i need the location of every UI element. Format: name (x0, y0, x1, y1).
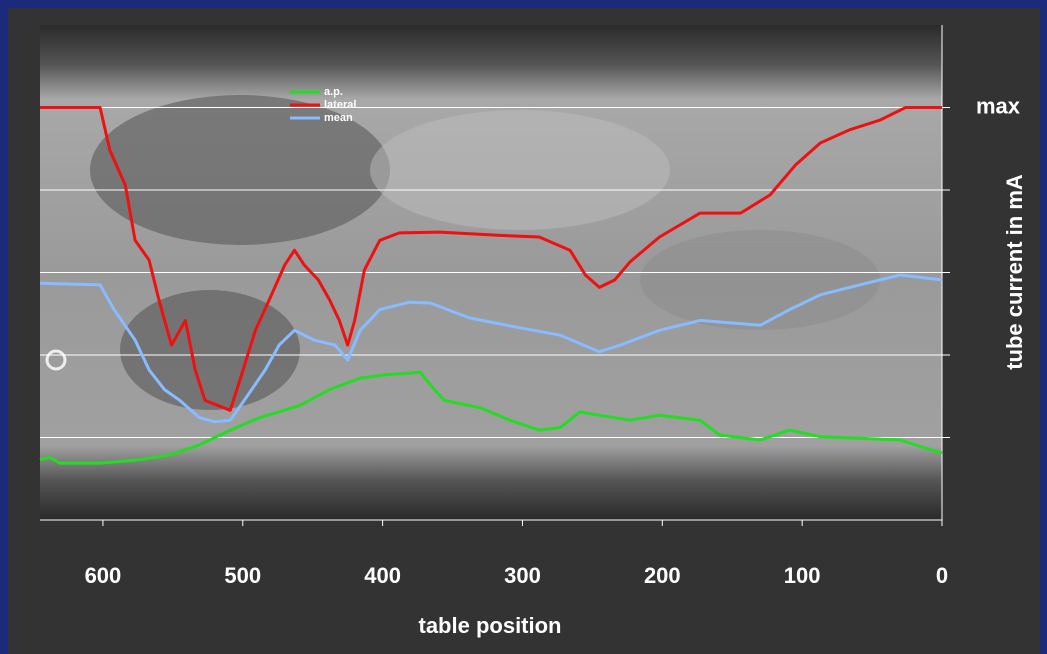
legend-label: mean (324, 112, 353, 124)
series-line (39, 273, 943, 424)
legend-label: a.p. (324, 86, 343, 98)
x-tick-label: 300 (504, 563, 541, 588)
x-tick-label: 200 (644, 563, 681, 588)
x-tick-label: 500 (224, 563, 261, 588)
x-tick-label: 600 (85, 563, 122, 588)
x-tick-label: 400 (364, 563, 401, 588)
y-tick-label: max (976, 93, 1021, 118)
x-tick-label: 100 (784, 563, 821, 588)
series-line (40, 106, 942, 412)
series-line (39, 370, 943, 465)
y-axis-label: tube current in mA (1002, 174, 1027, 370)
x-tick-label: 0 (936, 563, 948, 588)
legend-label: lateral (324, 99, 356, 111)
x-axis-label: table position (419, 613, 562, 638)
